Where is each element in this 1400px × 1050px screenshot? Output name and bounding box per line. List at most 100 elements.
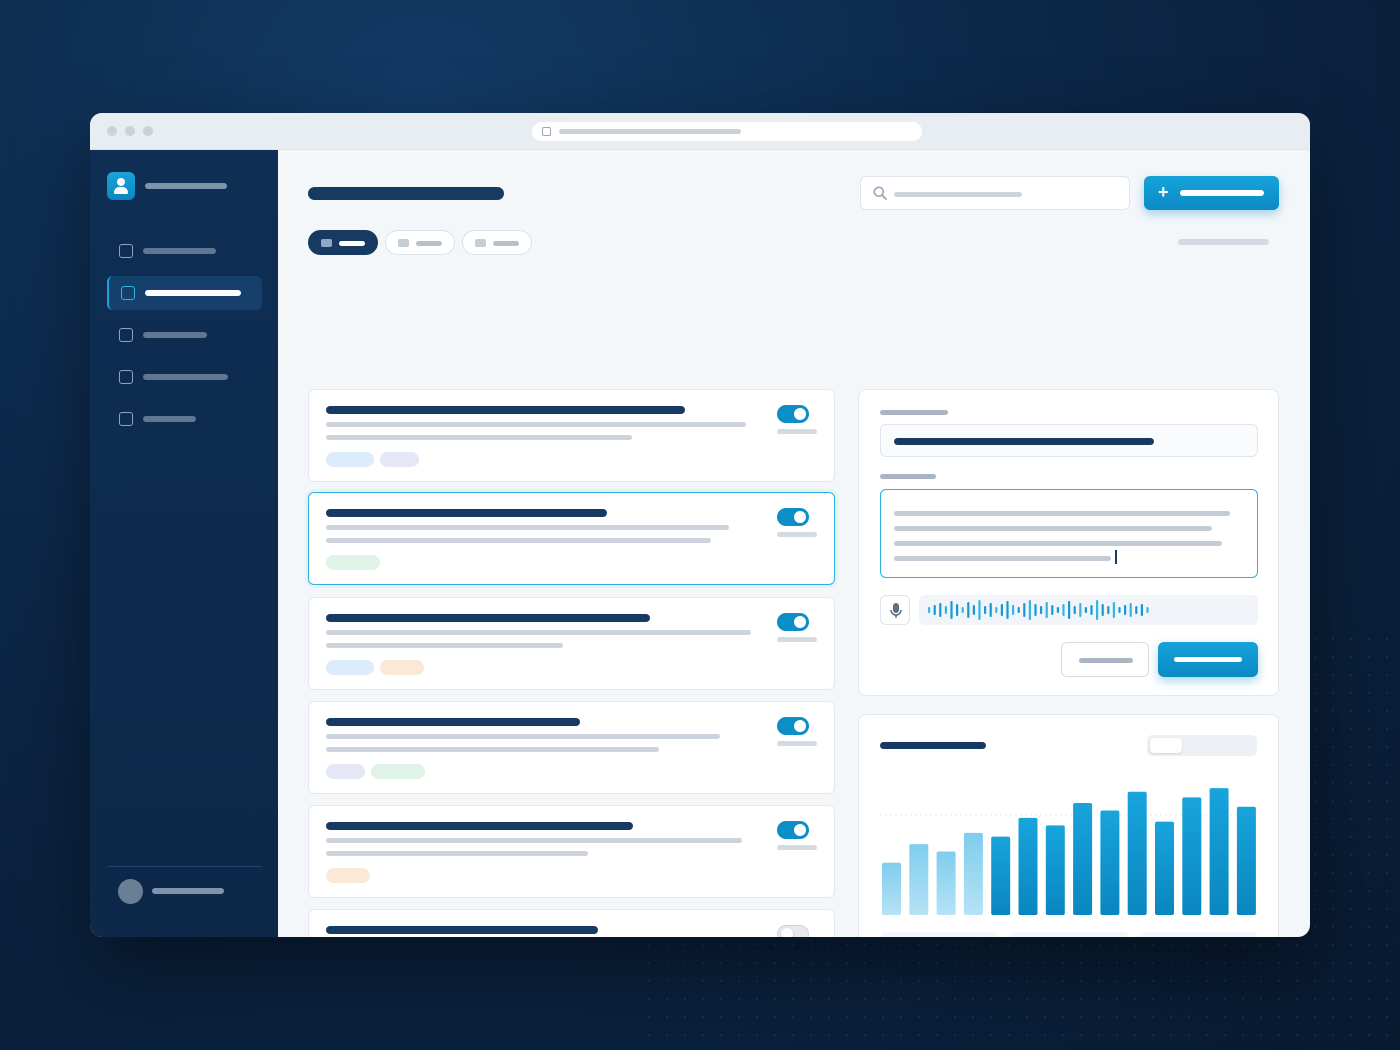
tag-badge bbox=[326, 868, 370, 883]
list-item[interactable] bbox=[308, 701, 835, 794]
description-field[interactable] bbox=[880, 489, 1258, 578]
chart-bar bbox=[1127, 791, 1147, 915]
item-description bbox=[326, 538, 711, 543]
cancel-button-label bbox=[1079, 658, 1133, 663]
user-icon[interactable] bbox=[107, 172, 135, 200]
item-toggle[interactable] bbox=[777, 925, 809, 937]
item-description bbox=[326, 630, 751, 635]
waveform-bar bbox=[961, 607, 964, 613]
add-button[interactable]: + bbox=[1144, 176, 1279, 210]
square-icon bbox=[119, 328, 133, 342]
waveform-bar bbox=[1129, 603, 1132, 617]
filter-icon bbox=[398, 239, 409, 247]
sidebar bbox=[90, 150, 278, 937]
waveform-bar bbox=[1012, 605, 1015, 615]
chart-range-toggle[interactable] bbox=[1147, 735, 1257, 756]
item-title bbox=[326, 926, 598, 934]
item-title bbox=[326, 614, 650, 622]
sidebar-item-1[interactable] bbox=[107, 234, 262, 268]
stat-card bbox=[1139, 932, 1258, 937]
filter-label bbox=[416, 241, 442, 246]
cancel-button[interactable] bbox=[1061, 642, 1149, 677]
waveform-bar bbox=[1023, 603, 1026, 617]
sidebar-item-5[interactable] bbox=[107, 402, 262, 436]
waveform-bar bbox=[1056, 607, 1059, 613]
list-item[interactable] bbox=[308, 805, 835, 898]
waveform-bar bbox=[933, 605, 936, 615]
waveform-bar bbox=[939, 603, 942, 617]
item-title bbox=[326, 509, 607, 517]
sidebar-item-3[interactable] bbox=[107, 318, 262, 352]
filter-tab-2[interactable] bbox=[385, 230, 455, 255]
waveform-bar bbox=[1135, 606, 1138, 614]
list-item[interactable] bbox=[308, 909, 835, 937]
waveform-bar bbox=[956, 604, 959, 616]
item-description bbox=[326, 422, 746, 427]
waveform-bar bbox=[1040, 606, 1043, 614]
waveform-bar bbox=[1079, 603, 1082, 617]
item-toggle[interactable] bbox=[777, 821, 809, 839]
text-line bbox=[894, 556, 1111, 561]
item-description bbox=[326, 525, 729, 530]
text-caret bbox=[1115, 550, 1117, 564]
chart-bar bbox=[1209, 788, 1229, 915]
list-item[interactable] bbox=[308, 597, 835, 690]
waveform-bar bbox=[995, 607, 998, 613]
chart-bar bbox=[1073, 803, 1093, 915]
address-bar[interactable] bbox=[532, 122, 922, 141]
submit-button[interactable] bbox=[1158, 642, 1258, 677]
search-placeholder bbox=[894, 192, 1022, 197]
waveform-bar bbox=[1051, 605, 1054, 615]
sidebar-item-2[interactable] bbox=[107, 276, 262, 310]
field-label bbox=[880, 474, 936, 479]
workspace-name bbox=[145, 183, 227, 189]
address-text bbox=[559, 129, 741, 134]
tag-badge bbox=[326, 764, 365, 779]
square-icon bbox=[119, 370, 133, 384]
search-input[interactable] bbox=[860, 176, 1130, 210]
item-toggle[interactable] bbox=[777, 613, 809, 631]
item-toggle[interactable] bbox=[777, 717, 809, 735]
square-icon bbox=[119, 412, 133, 426]
tag-badge bbox=[380, 452, 419, 467]
title-field[interactable] bbox=[880, 424, 1258, 457]
item-toggle[interactable] bbox=[777, 405, 809, 423]
item-title bbox=[326, 718, 580, 726]
chart-bar bbox=[936, 851, 956, 915]
filter-tab-3[interactable] bbox=[462, 230, 532, 255]
waveform-bar bbox=[928, 607, 931, 613]
toggle-caption bbox=[777, 845, 817, 850]
filter-icon bbox=[475, 239, 486, 247]
item-title bbox=[326, 406, 685, 414]
maximize-window-button[interactable] bbox=[143, 126, 153, 136]
waveform-bar bbox=[950, 601, 953, 619]
audio-waveform bbox=[919, 595, 1258, 625]
waveform-bar bbox=[1090, 605, 1093, 615]
microphone-icon bbox=[890, 603, 902, 618]
filter-label bbox=[339, 241, 365, 246]
list-item[interactable] bbox=[308, 389, 835, 482]
close-window-button[interactable] bbox=[107, 126, 117, 136]
chart-bar bbox=[1018, 817, 1038, 915]
list-item[interactable] bbox=[308, 492, 835, 585]
square-icon bbox=[121, 286, 135, 300]
filter-tab-1[interactable] bbox=[308, 230, 378, 255]
field-label bbox=[880, 410, 948, 415]
avatar[interactable] bbox=[118, 879, 143, 904]
chart-bar bbox=[1100, 810, 1120, 915]
range-option-active[interactable] bbox=[1150, 738, 1182, 753]
toggle-caption bbox=[777, 429, 817, 434]
waveform-bar bbox=[1140, 604, 1143, 616]
sidebar-item-4[interactable] bbox=[107, 360, 262, 394]
tag-badge bbox=[326, 660, 374, 675]
waveform-bar bbox=[1028, 600, 1031, 620]
waveform-bar bbox=[1118, 607, 1121, 613]
page-title bbox=[308, 187, 504, 200]
microphone-button[interactable] bbox=[880, 595, 910, 625]
app-window: + bbox=[90, 113, 1310, 937]
minimize-window-button[interactable] bbox=[125, 126, 135, 136]
tag-badge bbox=[326, 555, 380, 570]
waveform-bar bbox=[1107, 606, 1110, 614]
item-toggle[interactable] bbox=[777, 508, 809, 526]
toggle-caption bbox=[777, 741, 817, 746]
